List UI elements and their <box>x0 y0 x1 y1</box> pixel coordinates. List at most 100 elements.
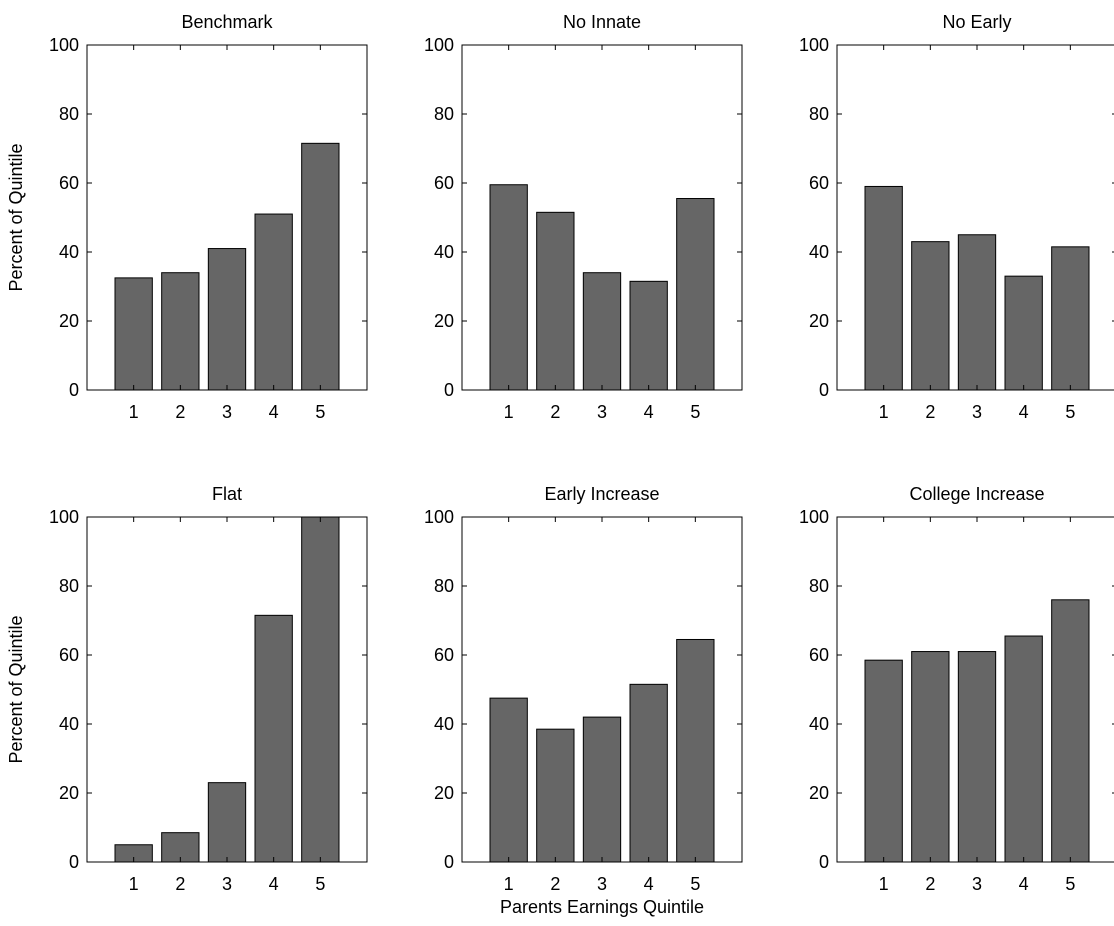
y-tick-label: 80 <box>59 576 79 596</box>
bar-5 <box>1051 599 1090 863</box>
y-tick-label: 80 <box>434 104 454 124</box>
x-tick-label: 1 <box>129 402 139 422</box>
y-tick-label: 40 <box>809 714 829 734</box>
bar-2 <box>911 651 950 863</box>
y-tick-label: 60 <box>809 645 829 665</box>
panel-6: 0 20 40 60 80 100 1 2 3 4 5 College Increase <box>799 484 1114 894</box>
panel-title: Benchmark <box>181 12 273 32</box>
bar-2 <box>911 241 950 391</box>
bar-5 <box>676 638 715 863</box>
x-tick-label: 5 <box>1065 874 1075 894</box>
x-tick-label: 5 <box>315 402 325 422</box>
x-tick-label: 3 <box>597 402 607 422</box>
y-axis-label: Percent of Quintile <box>6 615 26 763</box>
x-tick-label: 4 <box>1019 402 1029 422</box>
panel-2: 0 20 40 60 80 100 1 2 3 4 5 No Innate <box>424 12 743 422</box>
y-tick-label: 40 <box>434 714 454 734</box>
y-tick-label: 20 <box>809 311 829 331</box>
panel-title: No Early <box>942 12 1011 32</box>
bar-1 <box>489 184 528 391</box>
y-tick-label: 40 <box>59 714 79 734</box>
bar-1 <box>864 185 903 391</box>
y-tick-label: 100 <box>799 35 829 55</box>
y-tick-label: 0 <box>69 852 79 872</box>
y-tick-label: 40 <box>434 242 454 262</box>
bar-5 <box>1051 246 1090 391</box>
panel-1: 0 20 40 60 80 100 1 2 3 4 5 Benchmark Percent of Qui… <box>6 12 368 422</box>
bar-2 <box>161 832 200 863</box>
bar-4 <box>254 614 293 863</box>
y-tick-label: 20 <box>59 311 79 331</box>
x-tick-label: 5 <box>1065 402 1075 422</box>
y-tick-label: 100 <box>799 507 829 527</box>
panel-3: 0 20 40 60 80 100 1 2 3 4 5 No Early <box>799 12 1114 422</box>
bar-5 <box>301 142 340 391</box>
bar-4 <box>1004 275 1043 391</box>
bar-3 <box>582 716 622 863</box>
panel-title: College Increase <box>909 484 1044 504</box>
x-tick-label: 5 <box>315 874 325 894</box>
bar-3 <box>957 651 997 863</box>
y-tick-label: 0 <box>819 380 829 400</box>
y-tick-label: 0 <box>444 852 454 872</box>
y-tick-label: 40 <box>59 242 79 262</box>
y-tick-label: 40 <box>809 242 829 262</box>
y-tick-label: 0 <box>819 852 829 872</box>
x-tick-label: 4 <box>269 874 279 894</box>
x-tick-label: 1 <box>504 402 514 422</box>
y-tick-label: 100 <box>424 35 454 55</box>
y-tick-label: 20 <box>809 783 829 803</box>
x-tick-label: 2 <box>175 402 185 422</box>
y-tick-label: 60 <box>59 173 79 193</box>
x-tick-label: 4 <box>644 402 654 422</box>
x-tick-label: 2 <box>925 402 935 422</box>
panel-title: Early Increase <box>544 484 659 504</box>
x-tick-label: 1 <box>879 402 889 422</box>
x-tick-label: 1 <box>879 874 889 894</box>
x-tick-label: 3 <box>222 402 232 422</box>
x-tick-label: 3 <box>222 874 232 894</box>
panel-5: 0 20 40 60 80 100 1 2 3 4 5 Early Increase Parents E… <box>424 484 743 917</box>
bar-2 <box>161 272 200 391</box>
y-tick-label: 60 <box>809 173 829 193</box>
y-tick-label: 80 <box>59 104 79 124</box>
y-tick-label: 80 <box>809 576 829 596</box>
x-tick-label: 1 <box>129 874 139 894</box>
bar-4 <box>629 683 668 863</box>
panel-title: Flat <box>212 484 242 504</box>
y-tick-label: 100 <box>49 35 79 55</box>
bar-4 <box>629 280 668 391</box>
y-tick-label: 20 <box>434 311 454 331</box>
bar-1 <box>114 277 153 391</box>
x-tick-label: 2 <box>925 874 935 894</box>
bar-2 <box>536 211 575 391</box>
bar-1 <box>489 697 528 863</box>
y-axis-label: Percent of Quintile <box>6 143 26 291</box>
x-tick-label: 5 <box>690 874 700 894</box>
bar-5 <box>676 198 715 391</box>
x-tick-label: 4 <box>1019 874 1029 894</box>
bar-5 <box>301 516 340 863</box>
y-tick-label: 60 <box>434 173 454 193</box>
x-tick-label: 4 <box>269 402 279 422</box>
y-tick-label: 80 <box>434 576 454 596</box>
panel-4: 0 20 40 60 80 100 1 2 3 4 5 Flat Percent of Quintile <box>6 484 368 894</box>
bar-4 <box>254 213 293 391</box>
y-tick-label: 0 <box>444 380 454 400</box>
x-tick-label: 1 <box>504 874 514 894</box>
x-tick-label: 3 <box>597 874 607 894</box>
x-axis-label: Parents Earnings Quintile <box>500 897 704 917</box>
bar-3 <box>582 272 622 391</box>
bar-3 <box>957 234 997 391</box>
y-tick-label: 60 <box>59 645 79 665</box>
bar-3 <box>207 248 247 391</box>
y-tick-label: 80 <box>809 104 829 124</box>
x-tick-label: 3 <box>972 402 982 422</box>
bar-2 <box>536 728 575 863</box>
y-tick-label: 60 <box>434 645 454 665</box>
x-tick-label: 4 <box>644 874 654 894</box>
panel-title: No Innate <box>563 12 641 32</box>
y-tick-label: 20 <box>434 783 454 803</box>
y-tick-label: 0 <box>69 380 79 400</box>
